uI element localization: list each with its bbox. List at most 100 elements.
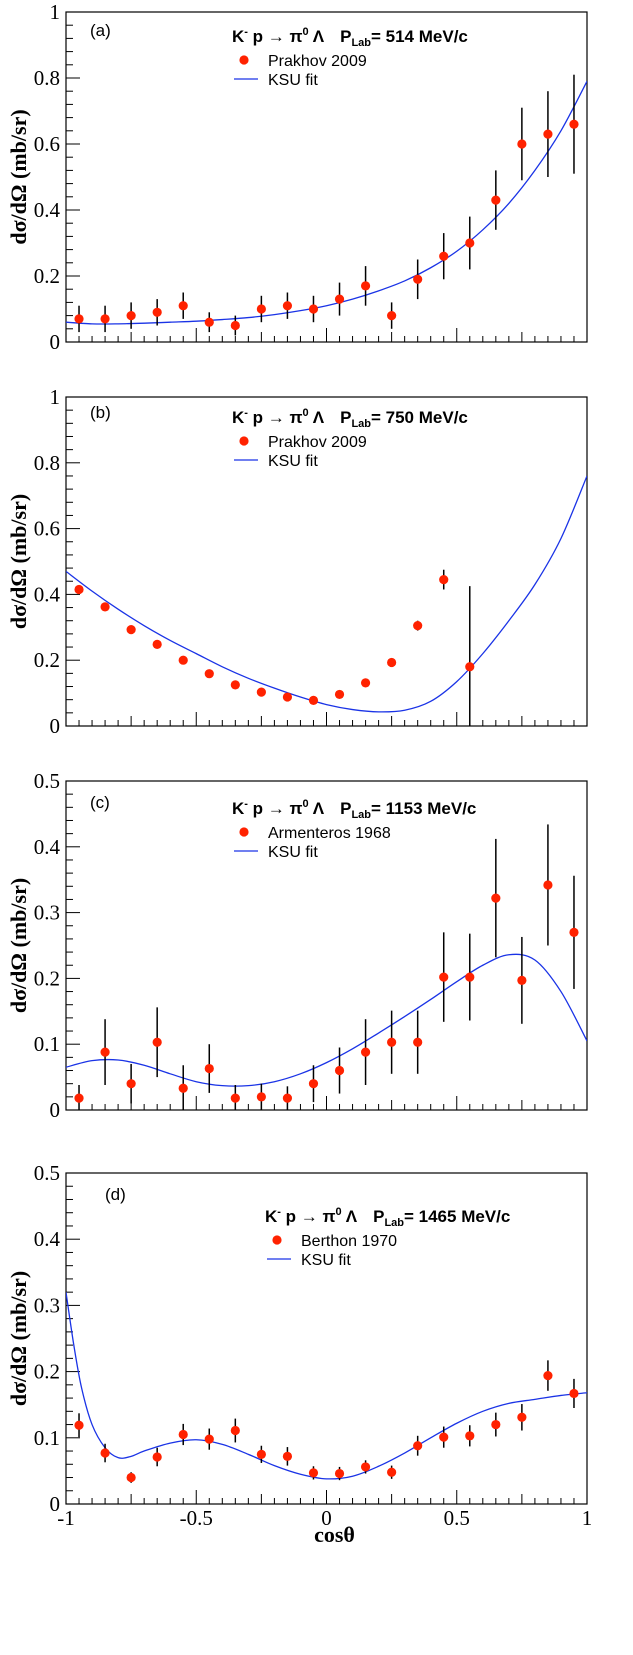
y-tick-label: 0.3	[34, 901, 60, 925]
data-point	[126, 1472, 136, 1483]
data-point	[439, 972, 449, 982]
data-point	[74, 314, 84, 324]
data-point	[100, 1047, 110, 1057]
legend-fit-label: KSU fit	[301, 1252, 351, 1269]
title-p: P	[373, 1207, 384, 1226]
data-point	[413, 1037, 423, 1047]
panel-a: 0 0.2 0.4 0.6 0.8 1 dσ/dΩ (mb/sr) (a) K- p → π0 …	[6, 0, 588, 354]
fit-curve	[66, 953, 587, 1087]
legend-marker	[239, 55, 249, 65]
data-point	[413, 1441, 423, 1451]
data-point	[282, 1451, 293, 1461]
data-point	[126, 1079, 136, 1089]
panel-d: 0 0.1 0.2 0.3 0.4 0.5 -1 -0.5 0 0.5 1 cosθ dσ/dΩ (mb…	[6, 1161, 592, 1547]
data-point	[126, 311, 136, 321]
data-point	[178, 1429, 188, 1440]
title-k-charge: -	[244, 26, 248, 38]
data-point	[74, 1093, 84, 1103]
x-tick-label: -1	[57, 1506, 75, 1530]
title-reaction: p → π	[281, 1207, 336, 1226]
data-point	[465, 972, 475, 982]
title-k: K	[232, 27, 245, 46]
title-pi-charge: 0	[303, 407, 309, 419]
data-point	[413, 621, 423, 631]
data-point	[543, 1370, 553, 1381]
y-tick-label: 0.1	[34, 1032, 60, 1056]
data-point	[491, 195, 501, 205]
data-point	[465, 238, 475, 248]
data-point	[282, 1093, 293, 1103]
legend-data-label: Armenteros 1968	[268, 825, 391, 842]
legend-fit-label: KSU fit	[268, 453, 318, 470]
data-point	[74, 1420, 84, 1430]
data-point	[152, 1452, 162, 1462]
title-lab-subscript: Lab	[351, 37, 371, 49]
data-point	[491, 893, 501, 903]
data-point	[569, 927, 579, 937]
data-point	[413, 274, 423, 284]
title-k-charge: -	[277, 1206, 281, 1218]
data-point	[308, 304, 319, 314]
y-tick-label: 0.6	[34, 517, 60, 541]
y-axis-label: dσ/dΩ (mb/sr)	[6, 878, 31, 1013]
data-point	[100, 602, 110, 612]
data-point	[152, 639, 162, 650]
y-tick-label: 0.3	[34, 1293, 60, 1317]
panel-b: 0 0.2 0.4 0.6 0.8 1 dσ/dΩ (mb/sr) (b) K- p → π0 …	[6, 385, 588, 738]
data-point	[282, 692, 293, 702]
data-point	[517, 975, 527, 985]
title-k: K	[232, 799, 245, 818]
y-tick-label: 0.2	[34, 648, 60, 672]
data-point	[256, 1449, 266, 1459]
legend-fit-label: KSU fit	[268, 72, 318, 89]
data-point	[360, 678, 371, 688]
data-point	[178, 1083, 188, 1093]
data-point	[230, 1425, 240, 1436]
y-tick-label: 0.1	[34, 1426, 60, 1450]
title-pi-charge: 0	[303, 26, 309, 38]
data-point	[152, 307, 162, 317]
legend-data-label: Prakhov 2009	[268, 53, 367, 70]
y-axis-label: dσ/dΩ (mb/sr)	[6, 494, 31, 629]
panel-label: (b)	[90, 403, 111, 422]
data-point	[100, 1448, 110, 1458]
panel-label: (c)	[90, 793, 110, 812]
fit-curve	[66, 475, 587, 713]
y-tick-label: 0	[50, 1098, 61, 1122]
data-point	[204, 1063, 214, 1074]
x-tick-label: -0.5	[180, 1506, 213, 1530]
data-point	[569, 119, 579, 129]
panel-c: 0 0.1 0.2 0.3 0.4 0.5 dσ/dΩ (mb/sr) (c) K- p → π…	[6, 769, 588, 1122]
data-point	[360, 281, 371, 291]
data-point	[517, 139, 527, 149]
legend-fit-label: KSU fit	[268, 844, 318, 861]
data-point	[74, 584, 84, 595]
y-tick-label: 0	[50, 330, 61, 354]
x-axis-label: cosθ	[314, 1522, 355, 1547]
data-point	[491, 1419, 501, 1430]
panel-title: K- p → π0 Λ PLab= 1153 MeV/c	[232, 798, 476, 821]
fit-curve	[66, 80, 587, 325]
data-point	[308, 1079, 319, 1089]
data-point	[230, 680, 240, 690]
y-axis-label: dσ/dΩ (mb/sr)	[6, 1271, 31, 1406]
data-point	[543, 880, 553, 890]
data-point	[387, 1037, 397, 1047]
title-k-charge: -	[244, 798, 248, 810]
title-momentum: = 1153 MeV/c	[371, 799, 476, 818]
data-point	[126, 625, 136, 635]
y-tick-label: 0.2	[34, 264, 60, 288]
data-point	[204, 1434, 214, 1444]
title-pi-charge: 0	[336, 1206, 342, 1218]
title-lambda: Λ	[309, 799, 325, 818]
y-tick-label: 0.5	[34, 1161, 60, 1185]
data-point	[334, 689, 345, 700]
data-point	[256, 1092, 266, 1102]
x-tick-label: 0.5	[444, 1506, 470, 1530]
data-point	[387, 657, 397, 668]
data-point	[334, 1065, 345, 1076]
data-point	[282, 301, 293, 311]
title-reaction: p → π	[248, 799, 303, 818]
title-k: K	[265, 1207, 278, 1226]
title-momentum: = 750 MeV/c	[371, 408, 468, 427]
